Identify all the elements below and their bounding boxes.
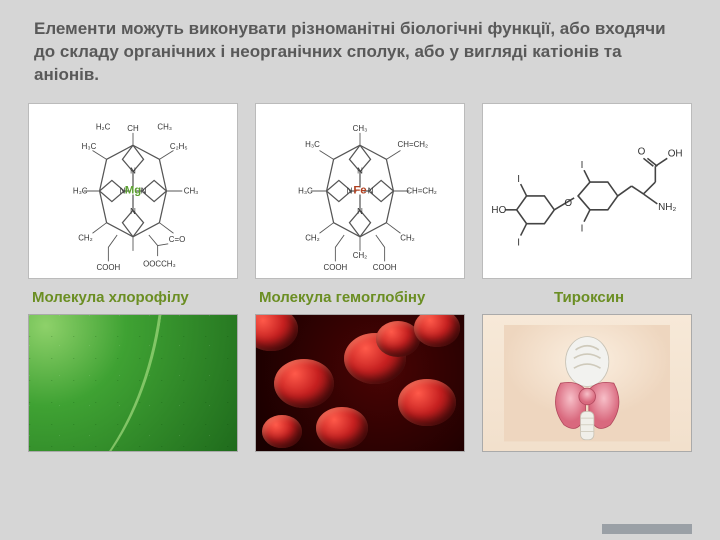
svg-text:CH₃: CH₃ [157, 122, 172, 131]
footer-accent [602, 524, 692, 534]
diagram-hemoglobin: N N N N Fe CH₃ H₃C CH=CH₂ CH=CH₂ H₃C [255, 103, 465, 279]
svg-text:CH: CH [127, 124, 139, 133]
svg-text:H₃C: H₃C [305, 140, 320, 149]
svg-text:N: N [357, 207, 363, 216]
svg-text:CH₃: CH₃ [184, 186, 199, 195]
labels-row: Молекула хлорофілу Молекула гемоглобіну … [28, 289, 692, 306]
svg-text:C=O: C=O [169, 235, 185, 244]
svg-text:CH=CH₂: CH=CH₂ [398, 140, 429, 149]
svg-text:CH₂: CH₂ [78, 233, 93, 242]
diagram-chlorophyll: N N N N Mg CH H₃C C₂H₅ [28, 103, 238, 279]
svg-text:CH₂: CH₂ [353, 251, 368, 260]
page-heading: Елементи можуть виконувати різноманітні … [28, 18, 692, 87]
svg-text:OOCCH₃: OOCCH₃ [143, 259, 176, 268]
svg-text:I: I [581, 160, 584, 171]
label-hemoglobin: Молекула гемоглобіну [255, 289, 465, 306]
svg-text:OH: OH [668, 148, 683, 159]
photo-row [28, 314, 692, 452]
svg-text:CH₃: CH₃ [353, 124, 368, 133]
svg-text:H₃C: H₃C [82, 142, 97, 151]
svg-text:C₂H₅: C₂H₅ [170, 142, 188, 151]
svg-text:N: N [347, 186, 353, 195]
svg-text:CH₂: CH₂ [305, 233, 320, 242]
svg-text:O: O [638, 146, 646, 157]
svg-text:O: O [564, 198, 572, 209]
svg-text:CH=CH₂: CH=CH₂ [406, 186, 437, 195]
svg-text:H₂C: H₂C [96, 122, 111, 131]
svg-text:N: N [130, 166, 136, 175]
svg-text:Fe: Fe [353, 184, 366, 196]
svg-text:N: N [357, 166, 363, 175]
svg-text:N: N [130, 207, 136, 216]
svg-text:COOH: COOH [373, 263, 397, 272]
photo-thyroid [482, 314, 692, 452]
chemical-diagram-row: N N N N Mg CH H₃C C₂H₅ [28, 103, 692, 279]
svg-text:COOH: COOH [97, 263, 121, 272]
label-thyroxine: Тироксин [482, 289, 692, 306]
svg-text:COOH: COOH [324, 263, 348, 272]
svg-text:H₃C: H₃C [73, 186, 88, 195]
photo-blood-cells [255, 314, 465, 452]
photo-leaf [28, 314, 238, 452]
svg-text:N: N [368, 186, 374, 195]
svg-text:H₃C: H₃C [298, 186, 313, 195]
svg-text:HO: HO [491, 205, 506, 216]
diagram-thyroxine: HO I I O I I O OH NH₂ [482, 103, 692, 279]
svg-text:I: I [581, 223, 584, 234]
svg-text:I: I [517, 174, 520, 185]
svg-text:Mg: Mg [125, 184, 142, 196]
svg-text:NH₂: NH₂ [658, 202, 676, 213]
svg-text:N: N [141, 186, 147, 195]
svg-text:I: I [517, 237, 520, 248]
label-chlorophyll: Молекула хлорофілу [28, 289, 238, 306]
svg-text:CH₂: CH₂ [400, 233, 415, 242]
